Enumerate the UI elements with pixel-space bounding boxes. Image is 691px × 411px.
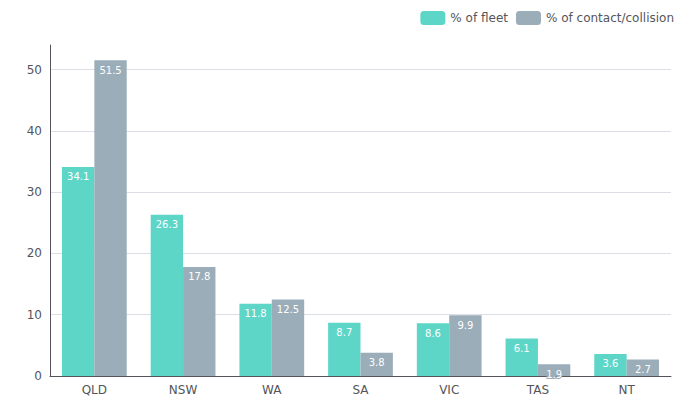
svg-text:VIC: VIC <box>439 383 459 397</box>
svg-text:34.1: 34.1 <box>67 171 89 182</box>
svg-text:8.6: 8.6 <box>425 328 441 339</box>
svg-text:NT: NT <box>618 383 635 397</box>
svg-text:8.7: 8.7 <box>336 327 352 338</box>
svg-text:1.9: 1.9 <box>546 369 562 380</box>
svg-text:0: 0 <box>34 369 42 383</box>
svg-text:50: 50 <box>27 63 42 77</box>
svg-text:TAS: TAS <box>526 383 549 397</box>
svg-text:NSW: NSW <box>169 383 198 397</box>
svg-text:% of fleet: % of fleet <box>450 11 508 25</box>
svg-text:% of contact/collision: % of contact/collision <box>546 11 674 25</box>
svg-text:6.1: 6.1 <box>514 343 530 354</box>
svg-text:9.9: 9.9 <box>457 320 473 331</box>
svg-text:11.8: 11.8 <box>244 308 266 319</box>
svg-text:12.5: 12.5 <box>277 304 299 315</box>
svg-text:26.3: 26.3 <box>156 219 178 230</box>
svg-text:2.7: 2.7 <box>635 364 651 375</box>
svg-text:10: 10 <box>27 308 42 322</box>
svg-text:51.5: 51.5 <box>99 65 121 76</box>
svg-text:20: 20 <box>27 246 42 260</box>
svg-text:17.8: 17.8 <box>188 271 210 282</box>
svg-text:WA: WA <box>262 383 282 397</box>
svg-text:3.8: 3.8 <box>369 357 385 368</box>
svg-text:30: 30 <box>27 185 42 199</box>
svg-text:40: 40 <box>27 124 42 138</box>
svg-text:QLD: QLD <box>82 383 107 397</box>
svg-text:SA: SA <box>352 383 369 397</box>
svg-text:3.6: 3.6 <box>602 358 618 369</box>
